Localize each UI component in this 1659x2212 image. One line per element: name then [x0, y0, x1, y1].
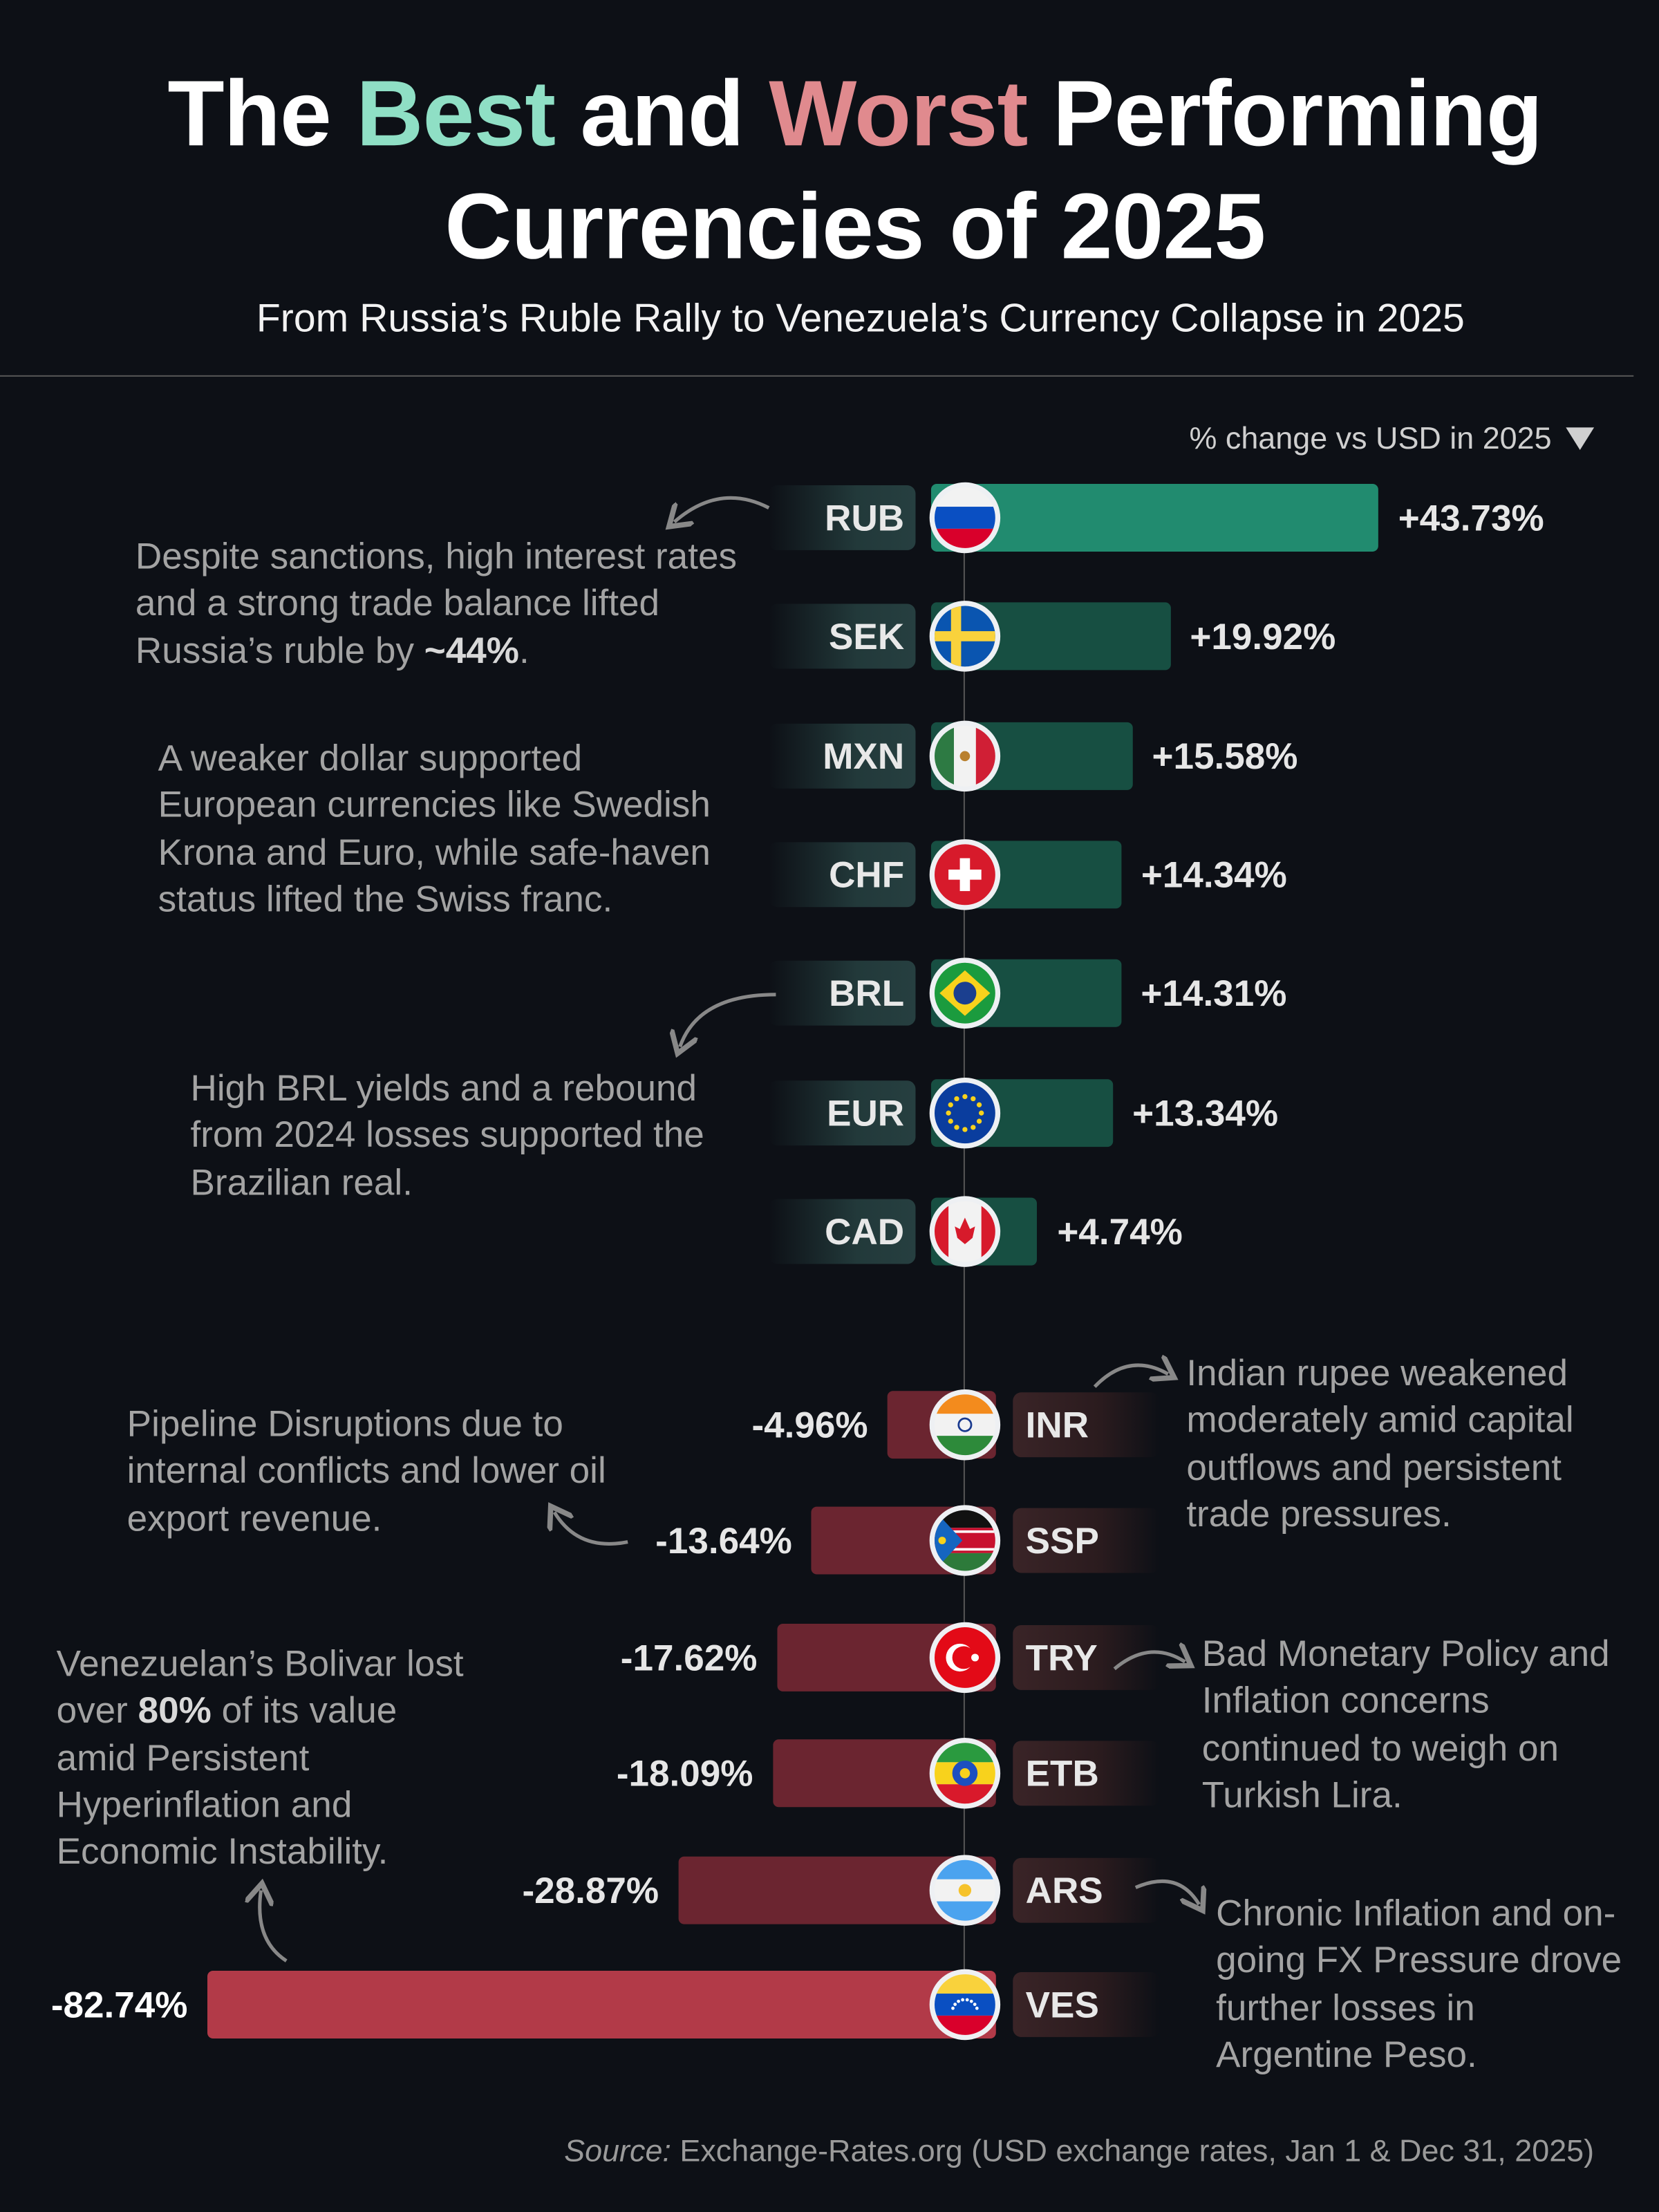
annotation-inr: Indian rupee weakened moderately amid ca… [1186, 1350, 1638, 1538]
flag-india-icon [929, 1389, 1001, 1461]
currency-code-label: ARS [1013, 1857, 1160, 1923]
annotation-text: Bad Monetary Policy and Inflation concer… [1201, 1632, 1610, 1816]
annotation-try: Bad Monetary Policy and Inflation concer… [1202, 1631, 1640, 1819]
source-text: Exchange-Rates.org (USD exchange rates, … [671, 2133, 1595, 2168]
data-label: +4.74% [1057, 1210, 1183, 1253]
flag-brazil-icon [929, 957, 1001, 1029]
currency-code-label: TRY [1013, 1625, 1160, 1690]
legend: % change vs USD in 2025 [1189, 420, 1595, 457]
currency-code-label: CAD [769, 1199, 916, 1264]
data-label: +13.34% [1132, 1091, 1279, 1134]
data-label: -18.09% [616, 1752, 753, 1794]
source-note: Source: Exchange-Rates.org (USD exchange… [564, 2133, 1594, 2170]
bar-row-rub: RUB +43.73% [0, 482, 1659, 554]
bar-rub [930, 483, 1379, 552]
bar-row-mxn: MXN +15.58% [0, 720, 1659, 792]
arrow-icon [1093, 1365, 1168, 1388]
title-text: and [555, 60, 769, 165]
annotation-ssp: Pipeline Disruptions due to internal con… [127, 1401, 649, 1542]
flag-eu-icon [929, 1077, 1001, 1149]
flag-turkey-icon [929, 1622, 1001, 1694]
currency-code-label: INR [1013, 1392, 1160, 1458]
triangle-down-icon [1566, 427, 1595, 451]
flag-sweden-icon [929, 601, 1001, 672]
title-worst: Worst [769, 60, 1028, 165]
currency-code-label: EUR [769, 1080, 916, 1146]
annotation-text: Chronic Inflation and on-going FX Pressu… [1216, 1891, 1622, 2075]
annotation-text: . [518, 628, 529, 671]
annotation-ves: Venezuelan’s Bolivar lost over 80% of it… [57, 1640, 480, 1875]
flag-russia-icon [929, 482, 1001, 554]
bar-row-etb: ETB -18.09% [0, 1738, 1659, 1809]
bar-row-ves: VES -82.74% [0, 1969, 1659, 2041]
currency-code-label: RUB [769, 485, 916, 550]
annotation-rub: Despite sanctions, high interest rates a… [135, 533, 756, 674]
flag-mexico-icon [929, 720, 1001, 792]
currency-code-label: BRL [769, 960, 916, 1026]
bar-row-cad: CAD +4.74% [0, 1196, 1659, 1267]
data-label: +14.31% [1141, 972, 1287, 1015]
annotation-text: Venezuelan’s Bolivar lost over [56, 1642, 464, 1732]
currency-code-label: SEK [769, 603, 916, 669]
flag-switzerland-icon [929, 839, 1001, 910]
annotation-text: Despite sanctions, high interest rates a… [135, 534, 737, 671]
page-title: The Best and Worst Performing [26, 59, 1659, 167]
currency-code-label: MXN [769, 723, 916, 789]
flag-canada-icon [929, 1196, 1001, 1267]
bar-row-ssp: SSP -13.64% [0, 1505, 1659, 1576]
annotation-text: Indian rupee weakened moderately amid ca… [1186, 1351, 1574, 1535]
data-label: +15.58% [1152, 735, 1298, 778]
bar-row-try: TRY -17.62% [0, 1622, 1659, 1694]
currency-code-label: ETB [1013, 1741, 1160, 1806]
legend-label: % change vs USD in 2025 [1189, 420, 1552, 456]
bar-row-eur: EUR +13.34% [0, 1077, 1659, 1149]
data-label: +19.92% [1190, 615, 1336, 658]
data-label: -28.87% [522, 1869, 659, 1912]
divider [0, 375, 1634, 377]
data-label: -4.96% [751, 1403, 868, 1446]
flag-south-sudan-icon [929, 1505, 1001, 1576]
currency-code-label: VES [1013, 1972, 1160, 2037]
bar-row-chf: CHF +14.34% [0, 839, 1659, 910]
flag-venezuela-icon [929, 1969, 1001, 2041]
data-label: -17.62% [620, 1636, 758, 1679]
data-label: -82.74% [50, 1983, 188, 2026]
title-best: Best [356, 60, 556, 165]
annotation-text: A weaker dollar supported European curre… [158, 736, 711, 920]
annotation-bold: 80% [138, 1689, 212, 1732]
annotation-brl: High BRL yields and a rebound from 2024 … [191, 1065, 769, 1206]
annotation-text: Pipeline Disruptions due to internal con… [126, 1402, 606, 1539]
annotation-europe: A weaker dollar supported European curre… [158, 735, 751, 923]
annotation-bold: ~44% [424, 628, 519, 671]
bar-row-inr: INR -4.96% [0, 1389, 1659, 1461]
data-label: +43.73% [1398, 496, 1544, 539]
annotation-text: of its value amid Persistent Hyperinflat… [56, 1689, 397, 1873]
flag-ethiopia-icon [929, 1738, 1001, 1809]
data-label: -13.64% [655, 1519, 792, 1562]
data-label: +14.34% [1141, 853, 1287, 896]
bar-row-sek: SEK +19.92% [0, 601, 1659, 672]
annotation-ars: Chronic Inflation and on-going FX Pressu… [1216, 1891, 1639, 2079]
annotation-text: High BRL yields and a rebound from 2024 … [190, 1066, 704, 1203]
page-title-line2: Currencies of 2025 [444, 174, 1266, 279]
subtitle: From Russia’s Ruble Rally to Venezuela’s… [256, 296, 1465, 340]
source-label: Source: [564, 2133, 671, 2168]
bar-ves [207, 1970, 996, 2038]
currency-code-label: CHF [769, 842, 916, 908]
title-text: Performing [1027, 60, 1543, 165]
currency-code-label: SSP [1013, 1508, 1160, 1573]
flag-argentina-icon [929, 1855, 1001, 1926]
title-text: The [167, 60, 357, 165]
bar-row-brl: BRL +14.31% [0, 957, 1659, 1029]
